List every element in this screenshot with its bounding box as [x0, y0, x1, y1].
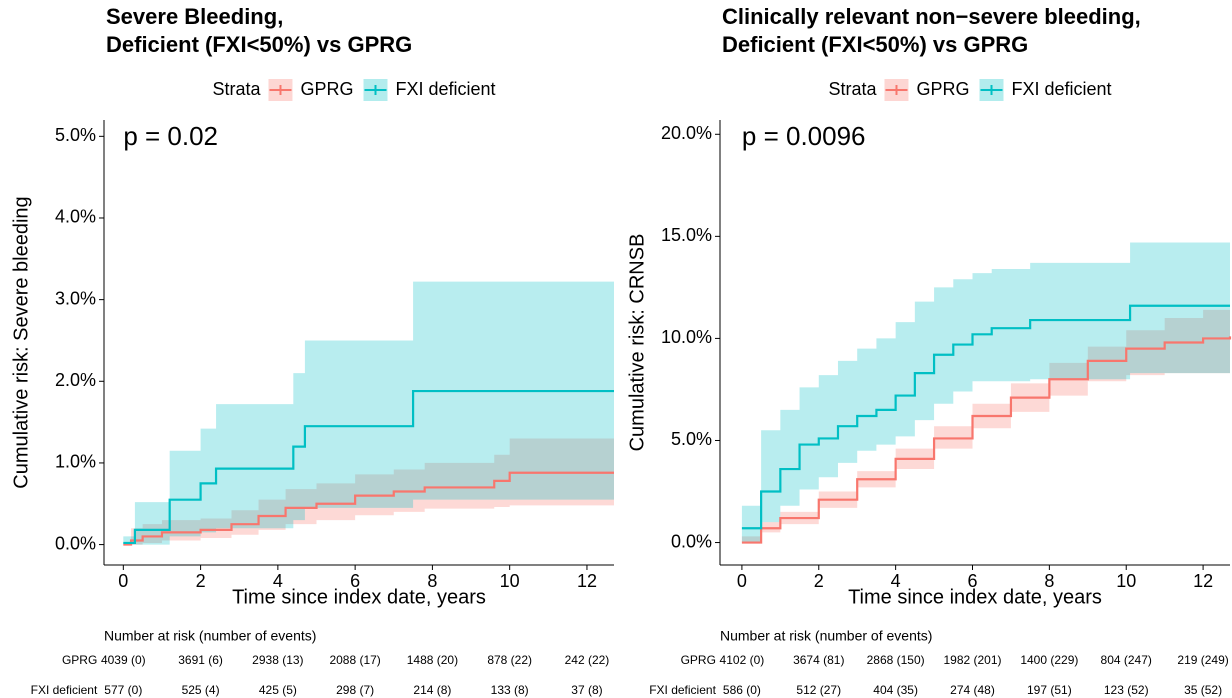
x-tick-label: 8 — [427, 571, 437, 591]
legend-label: GPRG — [916, 79, 969, 99]
legend: Strata GPRG FXI deficient — [828, 79, 1112, 101]
y-tick-label: 5.0% — [55, 125, 96, 145]
y-tick-label: 2.0% — [55, 370, 96, 390]
legend-label: FXI deficient — [396, 79, 496, 99]
y-tick-label: 5.0% — [671, 429, 712, 449]
confidence-band — [123, 438, 615, 545]
risk-table-cell: 123 (52) — [1104, 683, 1149, 697]
p-value: p = 0.0096 — [742, 121, 866, 151]
legend-title: Strata — [828, 79, 877, 99]
risk-table-row-label: GPRG — [62, 653, 97, 667]
risk-table-cell: 878 (22) — [487, 653, 532, 667]
risk-table-row-label: GPRG — [681, 653, 716, 667]
x-axis-label: Time since index date, years — [232, 586, 486, 608]
confidence-band — [123, 281, 615, 545]
risk-table-title: Number at risk (number of events) — [104, 628, 316, 644]
x-tick-label: 12 — [1193, 571, 1213, 591]
risk-table-cell: 274 (48) — [950, 683, 995, 697]
y-tick-label: 20.0% — [661, 123, 712, 143]
legend-label: FXI deficient — [1012, 79, 1112, 99]
risk-table-cell: 1488 (20) — [407, 653, 458, 667]
x-tick-label: 12 — [577, 571, 597, 591]
x-tick-label: 0 — [118, 571, 128, 591]
risk-table-cell: 577 (0) — [104, 683, 142, 697]
risk-table-cell: 425 (5) — [259, 683, 297, 697]
risk-table-cell: 4102 (0) — [720, 653, 765, 667]
x-tick-label: 10 — [500, 571, 520, 591]
risk-table-cell: 2868 (150) — [867, 653, 925, 667]
risk-table-cell: 214 (8) — [413, 683, 451, 697]
chart-title: Deficient (FXI<50%) vs GPRG — [106, 32, 412, 57]
risk-table-cell: 1982 (201) — [943, 653, 1001, 667]
legend-label: GPRG — [300, 79, 353, 99]
y-tick-label: 4.0% — [55, 207, 96, 227]
risk-table-cell: 804 (247) — [1101, 653, 1152, 667]
x-tick-label: 2 — [814, 571, 824, 591]
risk-table-cell: 197 (51) — [1027, 683, 1072, 697]
y-tick-label: 15.0% — [661, 225, 712, 245]
risk-table-cell: 2088 (17) — [329, 653, 380, 667]
chart-title: Severe Bleeding, — [106, 4, 283, 29]
risk-table-cell: 586 (0) — [723, 683, 761, 697]
x-tick-label: 0 — [737, 571, 747, 591]
y-tick-label: 0.0% — [671, 531, 712, 551]
risk-table-cell: 35 (52) — [1184, 683, 1222, 697]
confidence-band — [741, 242, 1230, 543]
chart-title: Clinically relevant non−severe bleeding, — [722, 4, 1141, 29]
y-tick-label: 10.0% — [661, 327, 712, 347]
x-tick-label: 10 — [1116, 571, 1136, 591]
risk-table-cell: 37 (8) — [571, 683, 602, 697]
x-tick-label: 6 — [350, 571, 360, 591]
risk-table-cell: 242 (22) — [565, 653, 610, 667]
x-tick-label: 4 — [891, 571, 901, 591]
risk-line — [741, 304, 1230, 530]
risk-table-cell: 3674 (81) — [793, 653, 844, 667]
risk-table-cell: 1400 (229) — [1020, 653, 1078, 667]
risk-table-cell: 133 (8) — [491, 683, 529, 697]
risk-table-cell: 298 (7) — [336, 683, 374, 697]
risk-table-cell: 3691 (6) — [178, 653, 223, 667]
chart-title: Deficient (FXI<50%) vs GPRG — [722, 32, 1028, 57]
risk-line — [741, 336, 1232, 544]
legend-title: Strata — [212, 79, 261, 99]
risk-table-cell: 512 (27) — [796, 683, 841, 697]
x-axis-label: Time since index date, years — [848, 586, 1102, 608]
risk-table-title: Number at risk (number of events) — [720, 628, 932, 644]
risk-table-row-label: FXI deficient — [649, 683, 716, 697]
risk-table-cell: 525 (4) — [182, 683, 220, 697]
x-tick-label: 2 — [196, 571, 206, 591]
p-value: p = 0.02 — [123, 121, 218, 151]
y-tick-label: 0.0% — [55, 533, 96, 553]
risk-table-cell: 2938 (13) — [252, 653, 303, 667]
risk-table-cell: 219 (249) — [1177, 653, 1228, 667]
risk-line — [123, 471, 614, 546]
y-tick-label: 3.0% — [55, 288, 96, 308]
y-tick-label: 1.0% — [55, 452, 96, 472]
x-tick-label: 6 — [967, 571, 977, 591]
risk-table-cell: 404 (35) — [873, 683, 918, 697]
confidence-band — [741, 307, 1230, 543]
x-tick-label: 8 — [1044, 571, 1054, 591]
risk-table-row-label: FXI deficient — [31, 683, 98, 697]
risk-line — [123, 389, 614, 545]
x-tick-label: 4 — [273, 571, 283, 591]
y-axis-label: Cumulative risk: Severe bleeding — [10, 196, 32, 488]
y-axis-label: Cumulative risk: CRNSB — [626, 234, 648, 452]
risk-table-cell: 4039 (0) — [101, 653, 146, 667]
legend: Strata GPRG FXI deficient — [212, 79, 496, 101]
